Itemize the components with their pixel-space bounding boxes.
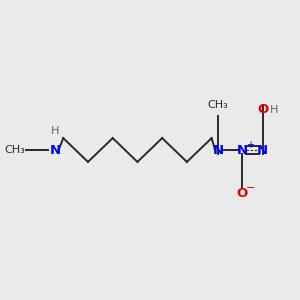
Text: N: N bbox=[237, 143, 248, 157]
Text: CH₃: CH₃ bbox=[208, 100, 228, 110]
Text: CH₃: CH₃ bbox=[4, 145, 25, 155]
Text: O: O bbox=[237, 187, 248, 200]
Text: N: N bbox=[212, 143, 224, 157]
Text: +: + bbox=[246, 140, 254, 150]
Text: H: H bbox=[51, 126, 59, 136]
Text: H: H bbox=[270, 105, 278, 115]
Text: N: N bbox=[50, 143, 61, 157]
Text: −: − bbox=[246, 183, 256, 193]
Text: N: N bbox=[257, 143, 268, 157]
Text: O: O bbox=[257, 103, 268, 116]
